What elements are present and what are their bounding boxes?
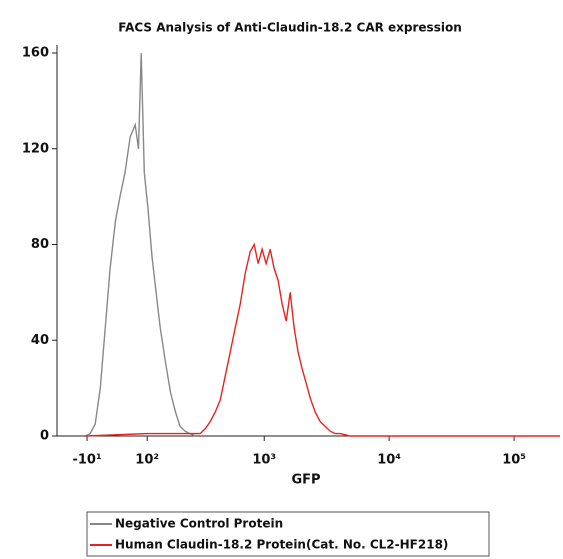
y-tick-label: 80: [31, 237, 49, 252]
legend-label: Human Claudin-18.2 Protein(Cat. No. CL2-…: [115, 538, 448, 552]
x-tick-label: 10⁵: [502, 453, 526, 468]
series-line: [84, 52, 196, 437]
x-tick-label: 10³: [252, 453, 276, 468]
series-line: [85, 242, 560, 437]
x-tick-label: 10²: [135, 453, 159, 468]
y-tick-label: 120: [22, 141, 49, 156]
legend-box: [86, 511, 490, 557]
x-tick-label: 10⁴: [377, 453, 401, 468]
y-tick-label: 40: [31, 333, 49, 348]
x-axis-label: GFP: [291, 473, 320, 488]
chart-title: FACS Analysis of Anti-Claudin-18.2 CAR e…: [118, 21, 462, 35]
y-tick-label: 160: [22, 46, 49, 61]
legend-label: Negative Control Protein: [115, 517, 283, 531]
y-tick-label: 0: [40, 429, 49, 444]
x-tick-label: -10¹: [72, 453, 101, 468]
